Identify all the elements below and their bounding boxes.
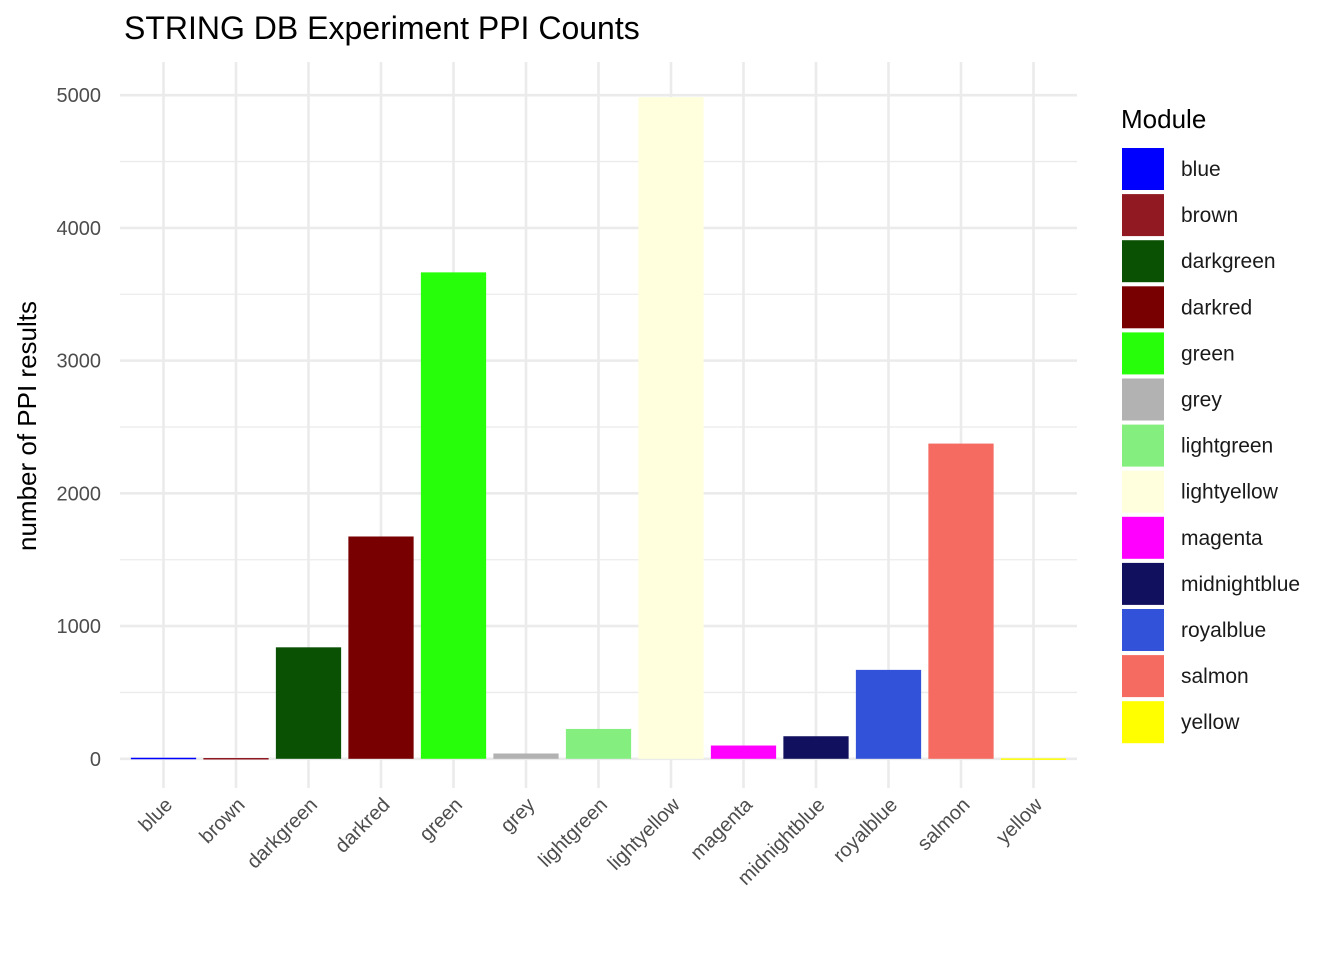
legend-key-brown <box>1122 194 1164 237</box>
bar-brown <box>203 758 269 760</box>
x-tick-label: blue <box>135 794 177 836</box>
x-tick-label: magenta <box>686 793 757 864</box>
legend-key-grey <box>1122 378 1164 421</box>
bar-yellow <box>1000 758 1067 760</box>
legend-label: brown <box>1181 204 1238 227</box>
legend-label: grey <box>1181 389 1222 412</box>
bar-grey <box>493 753 559 759</box>
legend-label: lightyellow <box>1181 481 1279 504</box>
legend-key-magenta <box>1122 516 1164 559</box>
y-tick-label: 4000 <box>57 218 102 240</box>
legend-label: yellow <box>1181 711 1240 734</box>
bar-royalblue <box>855 669 922 759</box>
x-tick-label: darkgreen <box>243 794 322 873</box>
legend-key-royalblue <box>1122 609 1164 651</box>
x-tick-label: lightyellow <box>604 794 685 875</box>
legend-key-green <box>1122 332 1164 375</box>
x-tick-label: brown <box>195 794 249 848</box>
x-tick-label: salmon <box>913 794 974 855</box>
y-axis-label: number of PPI results <box>12 301 42 551</box>
bar-lightgreen <box>565 728 632 759</box>
x-tick-label: darkred <box>331 794 395 858</box>
bars <box>130 97 1067 760</box>
legend-key-salmon <box>1122 655 1164 698</box>
legend-label: salmon <box>1181 665 1249 688</box>
legend-key-lightyellow <box>1122 470 1164 513</box>
y-tick-label: 5000 <box>57 85 102 107</box>
legend-key-midnightblue <box>1122 562 1164 605</box>
legend-label: darkred <box>1181 296 1252 319</box>
legend-label: royalblue <box>1181 619 1266 642</box>
bar-blue <box>130 757 197 760</box>
y-tick-label: 0 <box>90 749 101 771</box>
bar-lightyellow <box>638 97 704 759</box>
legend-label: magenta <box>1181 527 1263 550</box>
legend-label: blue <box>1181 158 1221 181</box>
bar-midnightblue <box>783 736 849 759</box>
bar-magenta <box>710 745 777 759</box>
x-tick-label: royalblue <box>829 794 902 867</box>
y-axis-ticks: 0 1000 2000 3000 4000 5000 <box>57 85 102 771</box>
x-tick-label: grey <box>496 794 539 837</box>
legend-key-yellow <box>1122 701 1164 744</box>
legend-label: midnightblue <box>1181 573 1300 596</box>
legend: Module blue brown darkgreen darkred green gre… <box>1121 104 1300 744</box>
chart-title: STRING DB Experiment PPI Counts <box>124 10 640 46</box>
legend-key-darkgreen <box>1122 240 1164 283</box>
legend-title: Module <box>1121 104 1206 134</box>
legend-label: lightgreen <box>1181 435 1273 458</box>
bar-salmon <box>928 443 994 759</box>
bar-green <box>420 272 487 759</box>
y-tick-label: 3000 <box>57 351 102 373</box>
legend-key-blue <box>1122 148 1164 190</box>
y-tick-label: 1000 <box>57 616 102 638</box>
legend-label: green <box>1181 342 1235 365</box>
bar-darkgreen <box>275 647 342 759</box>
x-tick-label: lightgreen <box>534 794 612 872</box>
legend-key-darkred <box>1122 286 1164 329</box>
x-tick-label: green <box>415 794 467 846</box>
bar-darkred <box>348 536 414 759</box>
y-tick-label: 2000 <box>57 483 102 505</box>
legend-label: darkgreen <box>1181 250 1276 273</box>
legend-key-lightgreen <box>1122 424 1164 467</box>
x-tick-label: yellow <box>992 794 1047 849</box>
